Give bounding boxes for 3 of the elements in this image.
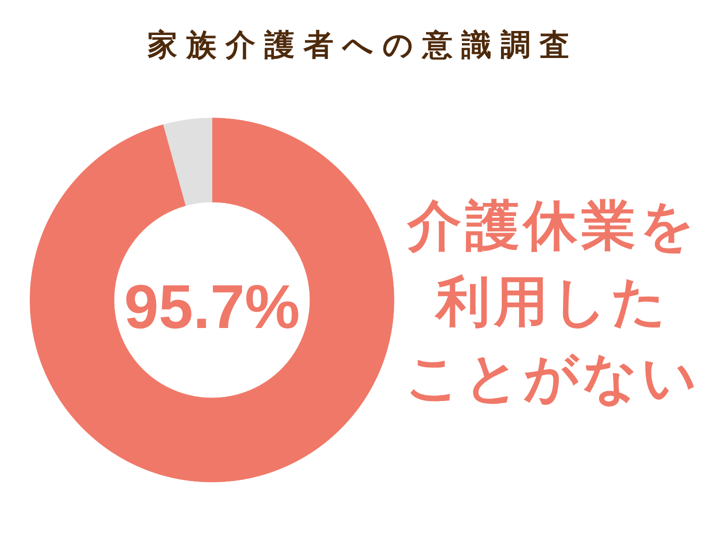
data-label: 95.7% <box>124 273 300 342</box>
slice-label: 介護休業を利用したことがない <box>406 194 700 409</box>
chart-title: 家族介護者への意識調査 <box>148 28 578 63</box>
